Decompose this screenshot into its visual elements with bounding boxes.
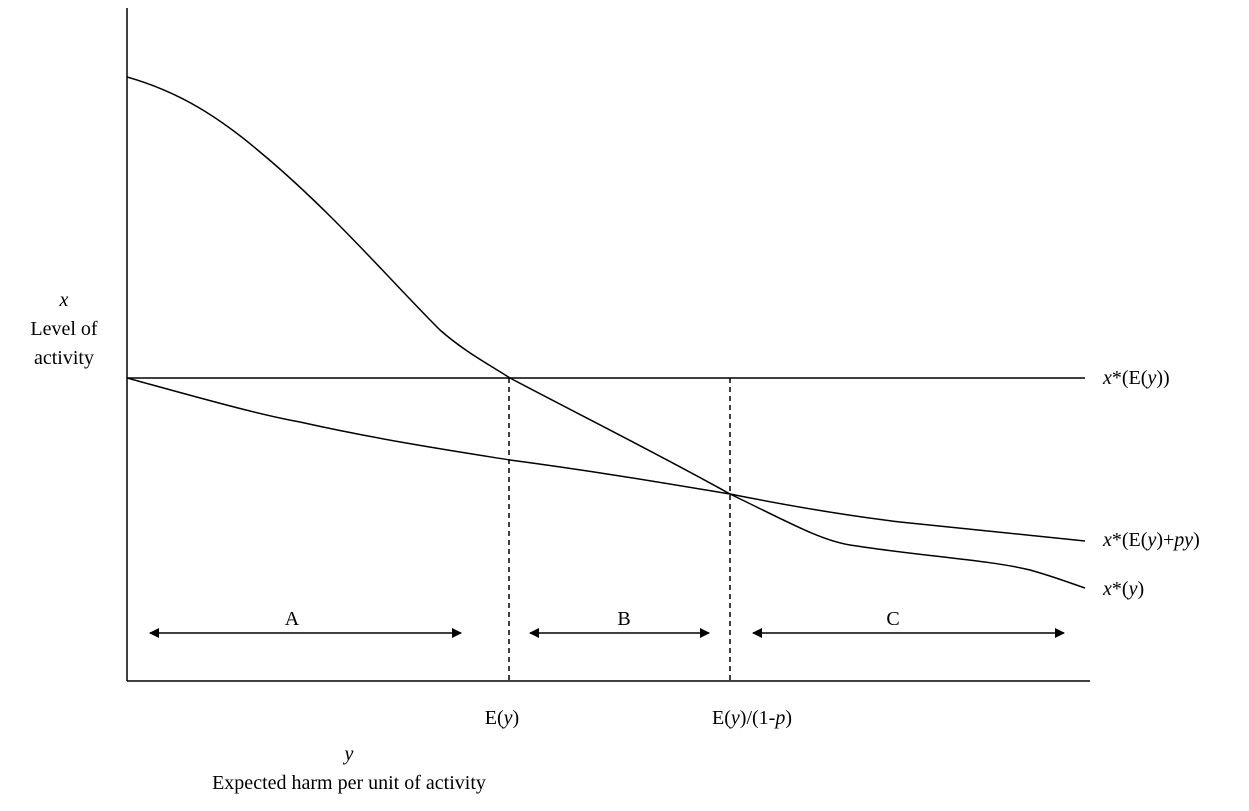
curve-x-star-ey-plus-py [126, 377, 1086, 542]
x-axis-symbol: y [343, 743, 354, 765]
region-c-label: C [886, 608, 899, 630]
region-a-label: A [285, 608, 300, 630]
y-axis-label-line1: Level of [30, 318, 98, 340]
x-axis-label: Expected harm per unit of activity [212, 772, 486, 794]
curve-label-x-star-ey-plus-py: x*(E(y)+py) [1102, 529, 1200, 551]
curve-label-x-star-ey: x*(E(y)) [1102, 367, 1170, 389]
y-axis-symbol: x [59, 289, 69, 311]
curve-x-star-y [126, 76, 1086, 589]
y-axis-label-line2: activity [34, 347, 94, 369]
tick-label-ey-over-1-p: E(y)/(1-p) [712, 707, 792, 729]
tick-label-ey: E(y) [485, 707, 519, 729]
curve-label-x-star-y: x*(y) [1102, 578, 1144, 600]
region-b-label: B [617, 608, 630, 630]
